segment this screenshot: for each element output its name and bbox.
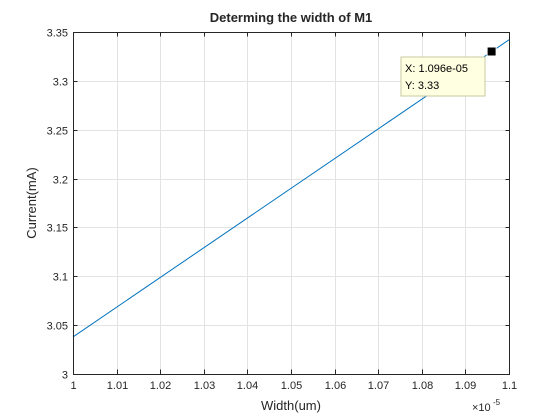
- y-tick-label-5: 3.25: [47, 126, 68, 138]
- datatip-x-text: X: 1.096e-05: [405, 63, 468, 75]
- y-tick-label-3: 3.15: [47, 223, 68, 235]
- x-tick-label-5: 1.05: [281, 380, 302, 392]
- x-tick-label-4: 1.04: [237, 380, 258, 392]
- x-tick-label-3: 1.03: [194, 380, 215, 392]
- x-tick-label-8: 1.08: [412, 380, 433, 392]
- y-tick-label-7: 3.35: [47, 28, 68, 40]
- axes: [73, 32, 510, 375]
- tick-labels: 1 1.01 1.02 1.03 1.04 1.05 1.06 1.07 1.08 1.09 1.1…: [47, 28, 518, 393]
- datatip-marker[interactable]: [486, 46, 497, 57]
- x-tick-label-6: 1.06: [325, 380, 346, 392]
- datatip-box: [400, 56, 486, 97]
- chart-title: Determing the width of M1: [210, 10, 373, 25]
- x-exponent-label: ×10 -5: [472, 398, 501, 414]
- y-tick-label-0: 3: [62, 370, 68, 382]
- y-tick-label-4: 3.2: [53, 175, 68, 187]
- x-tick-label-7: 1.07: [368, 380, 389, 392]
- y-tick-label-6: 3.3: [53, 77, 68, 89]
- x-tick-label-9: 1.09: [455, 380, 476, 392]
- x-exponent-power: -5: [493, 398, 501, 407]
- datatip-y-text: Y: 3.33: [405, 80, 439, 92]
- y-tick-label-2: 3.1: [53, 272, 68, 284]
- x-axis-label: Width(um): [261, 398, 321, 413]
- y-tick-label-1: 3.05: [47, 321, 68, 333]
- x-tick-label-10: 1.1: [502, 380, 517, 392]
- x-tick-label-0: 1: [70, 380, 76, 392]
- y-axis-label: Current(mA): [24, 167, 39, 239]
- x-tick-label-2: 1.02: [150, 380, 171, 392]
- x-tick-label-1: 1.01: [107, 380, 128, 392]
- datatip[interactable]: X: 1.096e-05 Y: 3.33: [400, 46, 497, 97]
- x-exponent-prefix: ×10: [472, 402, 491, 414]
